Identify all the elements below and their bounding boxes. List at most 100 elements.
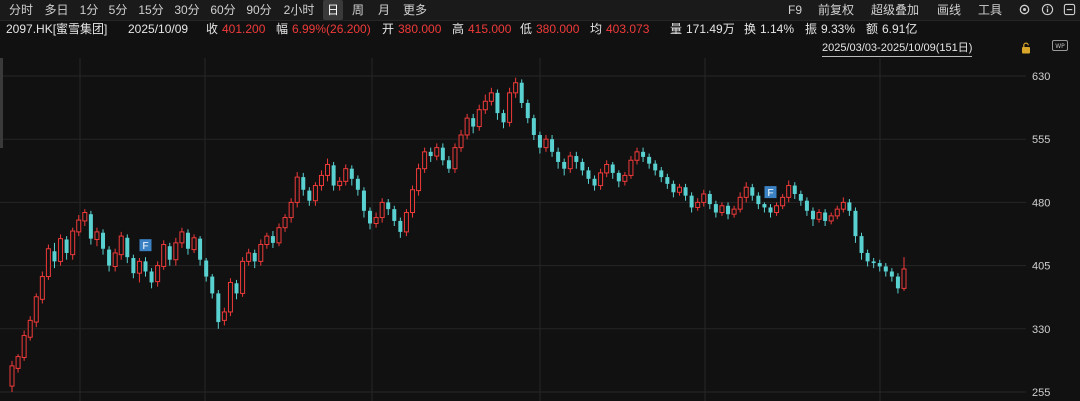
close-value: 401.200: [222, 22, 266, 36]
period-toolbar: 分时 多日 1分 5分 15分 30分 60分 90分 2小时日周月更多: [0, 0, 1080, 21]
candle-body: [155, 265, 161, 283]
svg-text:WP: WP: [1055, 43, 1065, 50]
period-tab-10[interactable]: 周: [351, 3, 364, 17]
candle-body: [185, 232, 190, 249]
candle-body: [695, 201, 701, 208]
f-marker-label: F: [142, 241, 148, 252]
candle-body: [562, 161, 567, 169]
tools-button[interactable]: 工具: [978, 3, 1003, 17]
candle-body: [774, 205, 780, 214]
gear-icon[interactable]: [1018, 3, 1031, 16]
candle-body: [318, 174, 324, 187]
f-marker[interactable]: [764, 186, 777, 199]
candle-body: [859, 236, 864, 253]
change-value: 6.99%(26.200): [292, 22, 371, 36]
candle-body: [428, 151, 433, 157]
candle-body: [446, 160, 451, 169]
period-tab-2[interactable]: 1分: [79, 3, 99, 17]
avg-value: 403.073: [606, 22, 650, 36]
candle-body: [507, 92, 513, 123]
candle-body: [877, 263, 882, 267]
amplitude-value: 9.33%: [821, 22, 856, 36]
candle-body: [501, 113, 506, 123]
period-tab-8[interactable]: 2小时: [283, 3, 315, 17]
candle-body: [537, 134, 542, 148]
candle-body: [368, 210, 373, 224]
candle-body: [282, 217, 288, 229]
candle-body: [167, 246, 172, 260]
candle-body: [810, 210, 815, 220]
candle-body: [665, 177, 670, 184]
candle-body: [780, 196, 786, 207]
candle-body: [221, 311, 227, 321]
f9-button[interactable]: F9: [788, 3, 803, 17]
candle-body: [294, 176, 300, 203]
candle-body: [556, 151, 561, 162]
candle-body: [386, 202, 391, 210]
period-tab-3[interactable]: 5分: [108, 3, 128, 17]
amplitude-label: 振: [805, 22, 818, 36]
period-tab-4[interactable]: 15分: [138, 3, 164, 17]
close-label: 收: [206, 22, 219, 36]
period-tab-12[interactable]: 更多: [402, 3, 427, 17]
period-tab-9[interactable]: 日: [323, 0, 343, 20]
candle-body: [452, 147, 458, 170]
candle-body: [337, 180, 343, 187]
period-tab-7[interactable]: 90分: [246, 3, 272, 17]
candle-body: [301, 177, 306, 190]
minimize-icon[interactable]: [1063, 3, 1076, 16]
candle-body: [107, 249, 112, 266]
period-tab-11[interactable]: 月: [377, 3, 390, 17]
candle-body: [622, 174, 628, 182]
candle-body: [76, 219, 82, 233]
candle-body: [409, 189, 415, 214]
overlay-button[interactable]: 超级叠加: [871, 3, 920, 17]
candle-body: [373, 217, 379, 224]
adjust-button[interactable]: 前复权: [818, 3, 855, 17]
candle-body: [198, 238, 203, 260]
high-value: 415.000: [468, 22, 512, 36]
candle-body: [798, 193, 803, 201]
period-tab-0[interactable]: 分时: [8, 3, 33, 17]
candle-body: [52, 251, 57, 262]
candle-body: [871, 261, 876, 264]
scrollbar-handle[interactable]: [0, 58, 3, 148]
candle-body: [307, 190, 312, 201]
candle-body: [15, 356, 21, 369]
candle-body: [865, 252, 870, 262]
candle-body: [471, 118, 476, 127]
date-range[interactable]: 2025/03/03-2025/10/09(151日): [822, 40, 973, 57]
candle-body: [641, 151, 646, 157]
candle-body: [756, 195, 761, 205]
stock-code: 2097.HK[蜜雪集团]: [6, 22, 108, 36]
candle-body: [604, 163, 610, 174]
wp-icon[interactable]: WP: [1052, 40, 1068, 54]
candle-body: [671, 183, 676, 193]
candle-body: [246, 252, 252, 262]
candle-body: [434, 147, 440, 157]
candle-body: [64, 239, 69, 253]
candle-body: [422, 151, 428, 170]
draw-button[interactable]: 画线: [937, 3, 962, 17]
candle-body: [312, 185, 318, 202]
y-tick-label: 330: [1032, 324, 1050, 336]
candle-body: [458, 134, 464, 149]
candlestick-chart: 630 555 480 405 330 255 F F: [0, 58, 1050, 401]
f-marker[interactable]: [139, 239, 152, 252]
candle-body: [823, 212, 828, 221]
candle-body: [288, 201, 294, 219]
candle-body: [227, 281, 233, 313]
candle-body: [58, 238, 64, 262]
f-marker-label: F: [767, 188, 773, 199]
lock-icon[interactable]: [1021, 42, 1031, 54]
candle-body: [88, 214, 93, 239]
candle-body: [355, 178, 360, 190]
info-icon[interactable]: [1041, 3, 1054, 16]
candle-body: [149, 271, 154, 283]
period-tab-6[interactable]: 60分: [210, 3, 236, 17]
candle-body: [701, 193, 707, 203]
period-tab-1[interactable]: 多日: [44, 3, 69, 17]
period-tab-5[interactable]: 30分: [174, 3, 200, 17]
candle-body: [592, 178, 597, 186]
candle-body: [816, 212, 822, 220]
